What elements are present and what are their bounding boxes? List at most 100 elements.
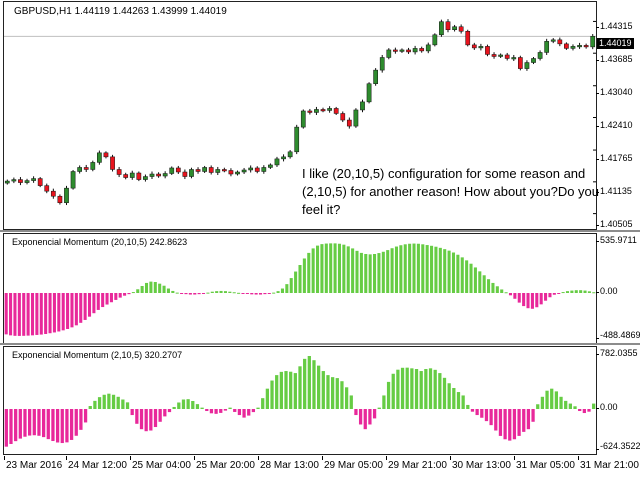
histogram-bar-positive — [111, 394, 116, 409]
histogram-bar-positive — [438, 247, 442, 293]
histogram-bar-negative — [109, 293, 113, 303]
indicator-axis[interactable]: 535.9711 0.00 -488.4869 — [596, 232, 640, 343]
histogram-bar-negative — [241, 293, 245, 294]
histogram-bar-negative — [87, 293, 92, 317]
histogram-bar-positive — [390, 248, 394, 293]
histogram-bar-negative — [223, 409, 228, 411]
pane-separator[interactable] — [0, 343, 640, 345]
time-tick — [66, 456, 67, 460]
histogram-bar-positive — [536, 404, 540, 409]
histogram-bar-negative — [258, 293, 263, 295]
histogram-bar-negative — [9, 409, 13, 444]
histogram-bar-negative — [531, 409, 535, 422]
time-axis-label: 28 Mar 13:00 — [260, 460, 319, 471]
histogram-bar-positive — [312, 360, 316, 409]
indicator-title: Exponencial Momentum (2,10,5) 320.2707 — [12, 350, 183, 360]
price-chart-pane[interactable]: GBPUSD,H1 1.44119 1.44263 1.43999 1.4401… — [0, 0, 640, 230]
histogram-bar-positive — [158, 283, 162, 293]
histogram-bar-negative — [530, 293, 534, 309]
histogram-bar-positive — [289, 278, 293, 293]
histogram-bar-negative — [513, 293, 517, 299]
histogram-bar-positive — [140, 286, 144, 293]
histogram-bar-negative — [193, 293, 197, 295]
histogram-bar-positive — [491, 282, 495, 293]
time-tick — [450, 456, 451, 460]
bull-candle — [129, 172, 135, 178]
histogram-bar-positive — [377, 253, 381, 293]
bear-candle — [340, 113, 346, 121]
time-tick — [194, 456, 195, 460]
momentum-20-10-5-pane[interactable]: Exponencial Momentum (20,10,5) 242.8623 … — [0, 232, 640, 344]
bull-candle — [550, 39, 556, 42]
bear-candle — [123, 174, 129, 178]
histogram-bar-negative — [180, 293, 184, 294]
histogram-bar-negative — [489, 409, 493, 426]
pane-separator[interactable] — [0, 230, 640, 232]
histogram-bar-positive — [430, 245, 434, 293]
momentum-20-10-5-plot[interactable]: Exponencial Momentum (20,10,5) 242.8623 — [3, 233, 597, 344]
bull-candle — [439, 21, 444, 36]
price-axis-label: 1.41135 — [600, 186, 632, 196]
bull-candle — [379, 57, 385, 71]
price-plot-area[interactable]: GBPUSD,H1 1.44119 1.44263 1.43999 1.4401… — [3, 1, 599, 230]
bull-candle — [373, 69, 378, 84]
histogram-bar-negative — [522, 293, 526, 307]
histogram-bar-positive — [102, 394, 106, 409]
bull-candle — [300, 110, 306, 128]
histogram-bar-positive — [280, 288, 284, 293]
histogram-bar-positive — [359, 252, 363, 293]
bull-candle — [498, 54, 503, 57]
histogram-bar-positive — [570, 290, 574, 293]
histogram-bar-positive — [181, 399, 186, 409]
histogram-bar-positive — [540, 396, 545, 409]
bear-candle — [557, 39, 563, 45]
histogram-bar-negative — [118, 293, 122, 298]
histogram-bar-positive — [195, 404, 200, 409]
histogram-bar-negative — [52, 293, 56, 333]
axis-zero-label: 0.00 — [600, 402, 618, 412]
histogram-bar-positive — [487, 279, 491, 293]
momentum-2-10-5-pane[interactable]: Exponencial Momentum (2,10,5) 320.2707 7… — [0, 345, 640, 455]
histogram-bar-negative — [263, 293, 267, 295]
momentum-2-10-5-plot[interactable]: Exponencial Momentum (2,10,5) 320.2707 — [3, 346, 597, 455]
histogram-bar-negative — [18, 409, 22, 439]
bear-candle — [136, 172, 142, 180]
histogram-bar-positive — [317, 365, 321, 409]
histogram-bar-positive — [465, 260, 469, 293]
indicator-title: Exponencial Momentum (20,10,5) 242.8623 — [12, 237, 188, 247]
histogram-bar-negative — [46, 409, 50, 440]
histogram-bar-positive — [412, 243, 416, 293]
bear-candle — [485, 46, 490, 55]
price-axis[interactable]: 1.44315 1.43685 1.43040 1.42410 1.41765 … — [596, 0, 640, 230]
histogram-bar-positive — [381, 251, 385, 293]
histogram-bar-positive — [386, 381, 391, 409]
histogram-bar-positive — [153, 281, 157, 293]
histogram-bar-positive — [469, 263, 473, 293]
histogram-bar-positive — [166, 288, 170, 293]
histogram-bar-negative — [135, 409, 139, 424]
histogram-bar-negative — [498, 409, 503, 436]
bear-candle — [208, 167, 214, 173]
bull-candle — [169, 167, 175, 174]
time-axis[interactable]: 23 Mar 2016 24 Mar 12:00 25 Mar 04:00 25… — [0, 456, 640, 480]
bull-candle — [241, 169, 247, 173]
histogram-bar-negative — [61, 293, 65, 331]
histogram-bar-negative — [517, 293, 521, 303]
indicator-axis[interactable]: 782.0355 0.00 -624.3522 — [596, 345, 640, 454]
histogram-bar-positive — [355, 250, 359, 293]
histogram-bar-negative — [144, 409, 148, 432]
bear-candle — [393, 49, 398, 52]
price-tick — [596, 60, 599, 61]
bull-candle — [590, 36, 596, 48]
histogram-bar-positive — [276, 291, 280, 293]
bear-candle — [491, 54, 497, 57]
bull-candle — [577, 45, 582, 48]
histogram-bar-negative — [188, 293, 192, 295]
histogram-bar-negative — [74, 293, 78, 326]
histogram-bar-negative — [484, 409, 489, 422]
histogram-bar-positive — [172, 406, 176, 409]
histogram-bar-negative — [582, 409, 586, 414]
histogram-bar-negative — [123, 293, 127, 296]
histogram-bar-negative — [587, 409, 591, 412]
histogram-bar-positive — [342, 244, 346, 293]
